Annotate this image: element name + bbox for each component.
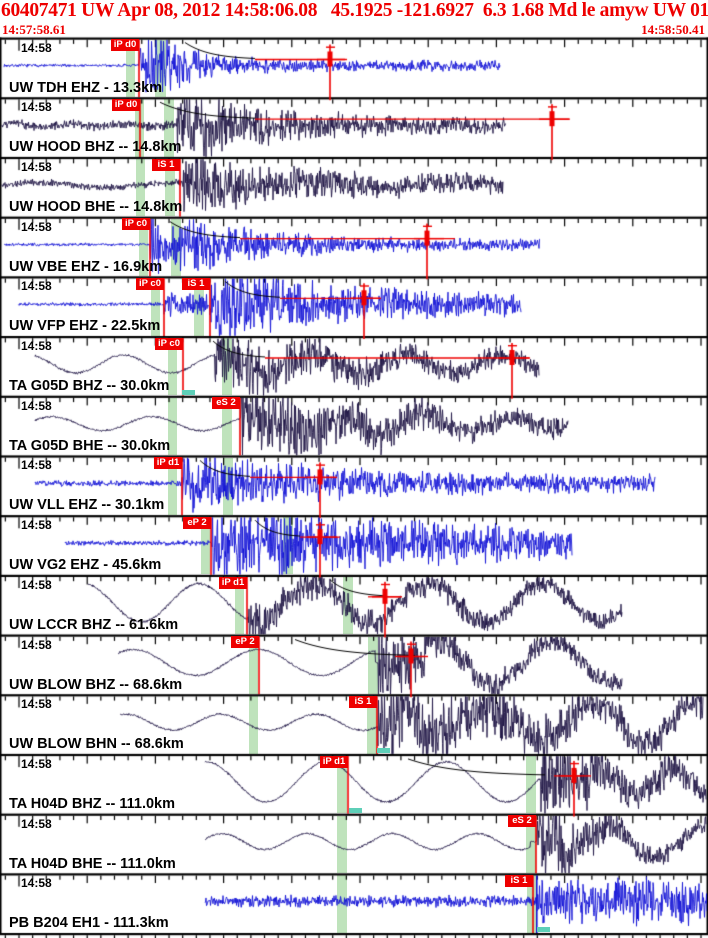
station-label: TA G05D BHE -- 30.0km — [9, 437, 171, 454]
pick-marker[interactable]: iP c0 — [136, 278, 164, 291]
pick-marker[interactable]: iP d0 — [112, 98, 140, 111]
trace-panel[interactable]: 14:58 UW BLOW BHZ -- 68.6km eP 2 — [0, 635, 708, 695]
trace-minute-label: 14:58 — [21, 876, 52, 891]
trace-minute-label: 14:58 — [21, 279, 52, 294]
trace-panel[interactable]: 14:58 UW VG2 EHZ - 45.6km eP 2 — [0, 515, 708, 575]
pick-marker[interactable]: eS 2 — [212, 397, 240, 410]
pick-marker[interactable]: iP d1 — [219, 576, 247, 589]
trace-minute-label: 14:58 — [21, 816, 52, 831]
trace-panel[interactable]: 14:58 TA H04D BHE -- 111.0km eS 2 — [0, 814, 708, 874]
station-label: TA G05D BHZ -- 30.0km — [9, 378, 170, 394]
pick-marker[interactable]: eS 2 — [508, 815, 536, 828]
trace-panel[interactable]: 14:58 UW LCCR BHZ -- 61.6km iP d1 — [0, 575, 708, 635]
trace-panel[interactable]: 14:58 UW VBE EHZ - 16.9km iP c0 — [0, 217, 708, 277]
trace-minute-label: 14:58 — [21, 219, 52, 234]
trace-minute-label: 14:58 — [21, 756, 52, 771]
trace-panel[interactable]: 14:58 TA G05D BHZ -- 30.0km iP c0 — [0, 336, 708, 396]
selection-mark — [182, 390, 195, 395]
station-label: UW BLOW BHN -- 68.6km — [9, 736, 184, 753]
trace-minute-label: 14:58 — [21, 518, 52, 533]
trace-minute-label: 14:58 — [21, 458, 52, 473]
arrival-window-band — [249, 696, 258, 754]
station-label: TA H04D BHE -- 111.0km — [9, 855, 176, 872]
pick-marker[interactable]: iS 1 — [152, 158, 180, 171]
arrival-window-band — [526, 756, 536, 814]
pick-marker[interactable]: iP d1 — [154, 457, 182, 470]
pick-marker[interactable]: iP c0 — [122, 218, 150, 231]
trace-minute-label: 14:58 — [21, 159, 52, 174]
trace-panel[interactable]: 14:58 UW BLOW BHN -- 68.6km iS 1 — [0, 694, 708, 754]
trace-minute-label: 14:58 — [21, 398, 52, 413]
trace-panel[interactable]: 14:58 UW TDH EHZ - 13.3km iP d0 — [0, 38, 708, 98]
trace-panel[interactable]: 14:58 UW HOOD BHZ -- 14.8km iP d0 — [0, 97, 708, 157]
selection-mark — [349, 807, 362, 813]
trace-panel[interactable]: 14:58 UW VLL EHZ -- 30.1km iP d1 — [0, 455, 708, 515]
arrival-window-band — [368, 636, 378, 694]
station-label: UW HOOD BHZ -- 14.8km — [9, 139, 182, 156]
arrival-window-band — [222, 338, 232, 396]
arrival-window-band — [283, 517, 293, 575]
station-label: UW BLOW BHZ -- 68.6km — [9, 676, 183, 693]
selection-mark — [537, 927, 550, 933]
trace-minute-label: 14:58 — [21, 100, 52, 115]
station-label: UW LCCR BHZ -- 61.6km — [9, 616, 179, 633]
station-label: TA H04D BHZ -- 111.0km — [9, 795, 175, 812]
pick-marker[interactable]: iP d1 — [320, 755, 348, 768]
station-label: UW VBE EHZ - 16.9km — [9, 258, 163, 275]
pick-marker[interactable]: eP 2 — [231, 636, 259, 649]
arrival-window-band — [343, 576, 353, 635]
station-label: PB B204 EH1 - 111.3km — [9, 915, 169, 932]
pick-marker[interactable]: iS 1 — [182, 278, 210, 291]
trace-minute-label: 14:58 — [21, 40, 52, 55]
pick-marker[interactable]: iP d0 — [111, 39, 139, 52]
trace-panel[interactable]: 14:58 TA G05D BHE -- 30.0km eS 2 — [0, 396, 708, 456]
trace-panel[interactable]: 14:58 UW VFP EHZ - 22.5km iP c0 iS 1 — [0, 276, 708, 336]
trace-minute-label: 14:58 — [21, 577, 52, 592]
trace-panel[interactable]: 14:58 PB B204 EH1 - 111.3km iS 1 — [0, 873, 708, 933]
arrival-window-band — [337, 815, 347, 873]
station-label: UW VFP EHZ - 22.5km — [9, 318, 161, 335]
trace-minute-label: 14:58 — [21, 637, 52, 652]
trace-panel[interactable]: 14:58 TA H04D BHZ -- 111.0km iP d1 — [0, 754, 708, 814]
pick-marker[interactable]: iP c0 — [155, 337, 183, 350]
trace-minute-label: 14:58 — [21, 339, 52, 353]
station-label: UW VLL EHZ -- 30.1km — [9, 497, 165, 514]
pick-marker[interactable]: eP 2 — [183, 516, 211, 529]
trace-panel[interactable]: 14:58 UW HOOD BHE -- 14.8km iS 1 — [0, 157, 708, 217]
trace-minute-label: 14:58 — [21, 697, 52, 712]
arrival-window-band — [171, 218, 181, 276]
pick-marker[interactable]: iS 1 — [349, 695, 377, 708]
selection-mark — [377, 748, 390, 754]
pick-marker[interactable]: iS 1 — [505, 875, 533, 888]
arrival-window-band — [337, 875, 347, 933]
station-label: UW TDH EHZ - 13.3km — [9, 79, 163, 96]
station-label: UW VG2 EHZ - 45.6km — [9, 557, 162, 574]
station-label: UW HOOD BHE -- 14.8km — [9, 198, 183, 215]
arrival-window-band — [223, 457, 233, 515]
